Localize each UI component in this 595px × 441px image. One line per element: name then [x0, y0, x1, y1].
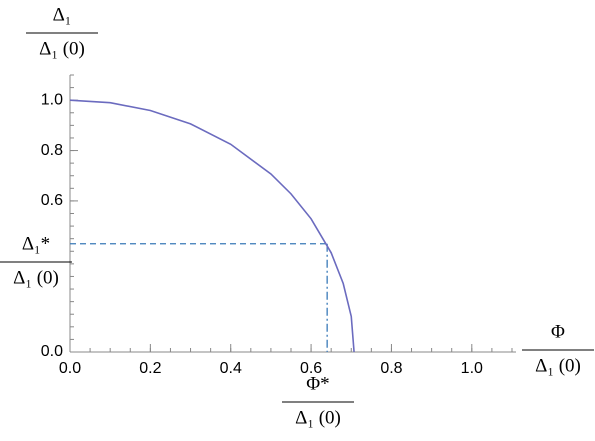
- y-tick-label: 0.6: [41, 192, 63, 209]
- marker-y-label-numerator: Δ₁*: [22, 233, 50, 254]
- marker-x-label-denominator: Δ₁ (0): [295, 407, 341, 428]
- y-tick-label: 1.0: [41, 91, 63, 108]
- x-tick-label: 1.0: [461, 360, 483, 377]
- marker-y-label-denominator: Δ₁ (0): [13, 267, 59, 288]
- x-tick-label: 0.0: [59, 360, 81, 377]
- y-tick-label: 0.8: [41, 142, 63, 159]
- line: [69, 99, 355, 353]
- y-axis-title-denominator: Δ₁ (0): [39, 38, 85, 59]
- y-axis-title-numerator: Δ₁: [53, 4, 72, 25]
- x-tick-label: 0.2: [139, 360, 161, 377]
- x-tick-label: 0.8: [380, 360, 402, 377]
- marker-x-label-numerator: Φ*: [306, 373, 329, 394]
- x-axis-title-denominator: Δ₁ (0): [535, 355, 581, 376]
- y-tick-label: 0.0: [41, 343, 63, 360]
- x-tick-label: 0.4: [220, 360, 242, 377]
- x-axis-title-numerator: Φ: [551, 321, 565, 342]
- x-tick-label: 0.6: [300, 360, 322, 377]
